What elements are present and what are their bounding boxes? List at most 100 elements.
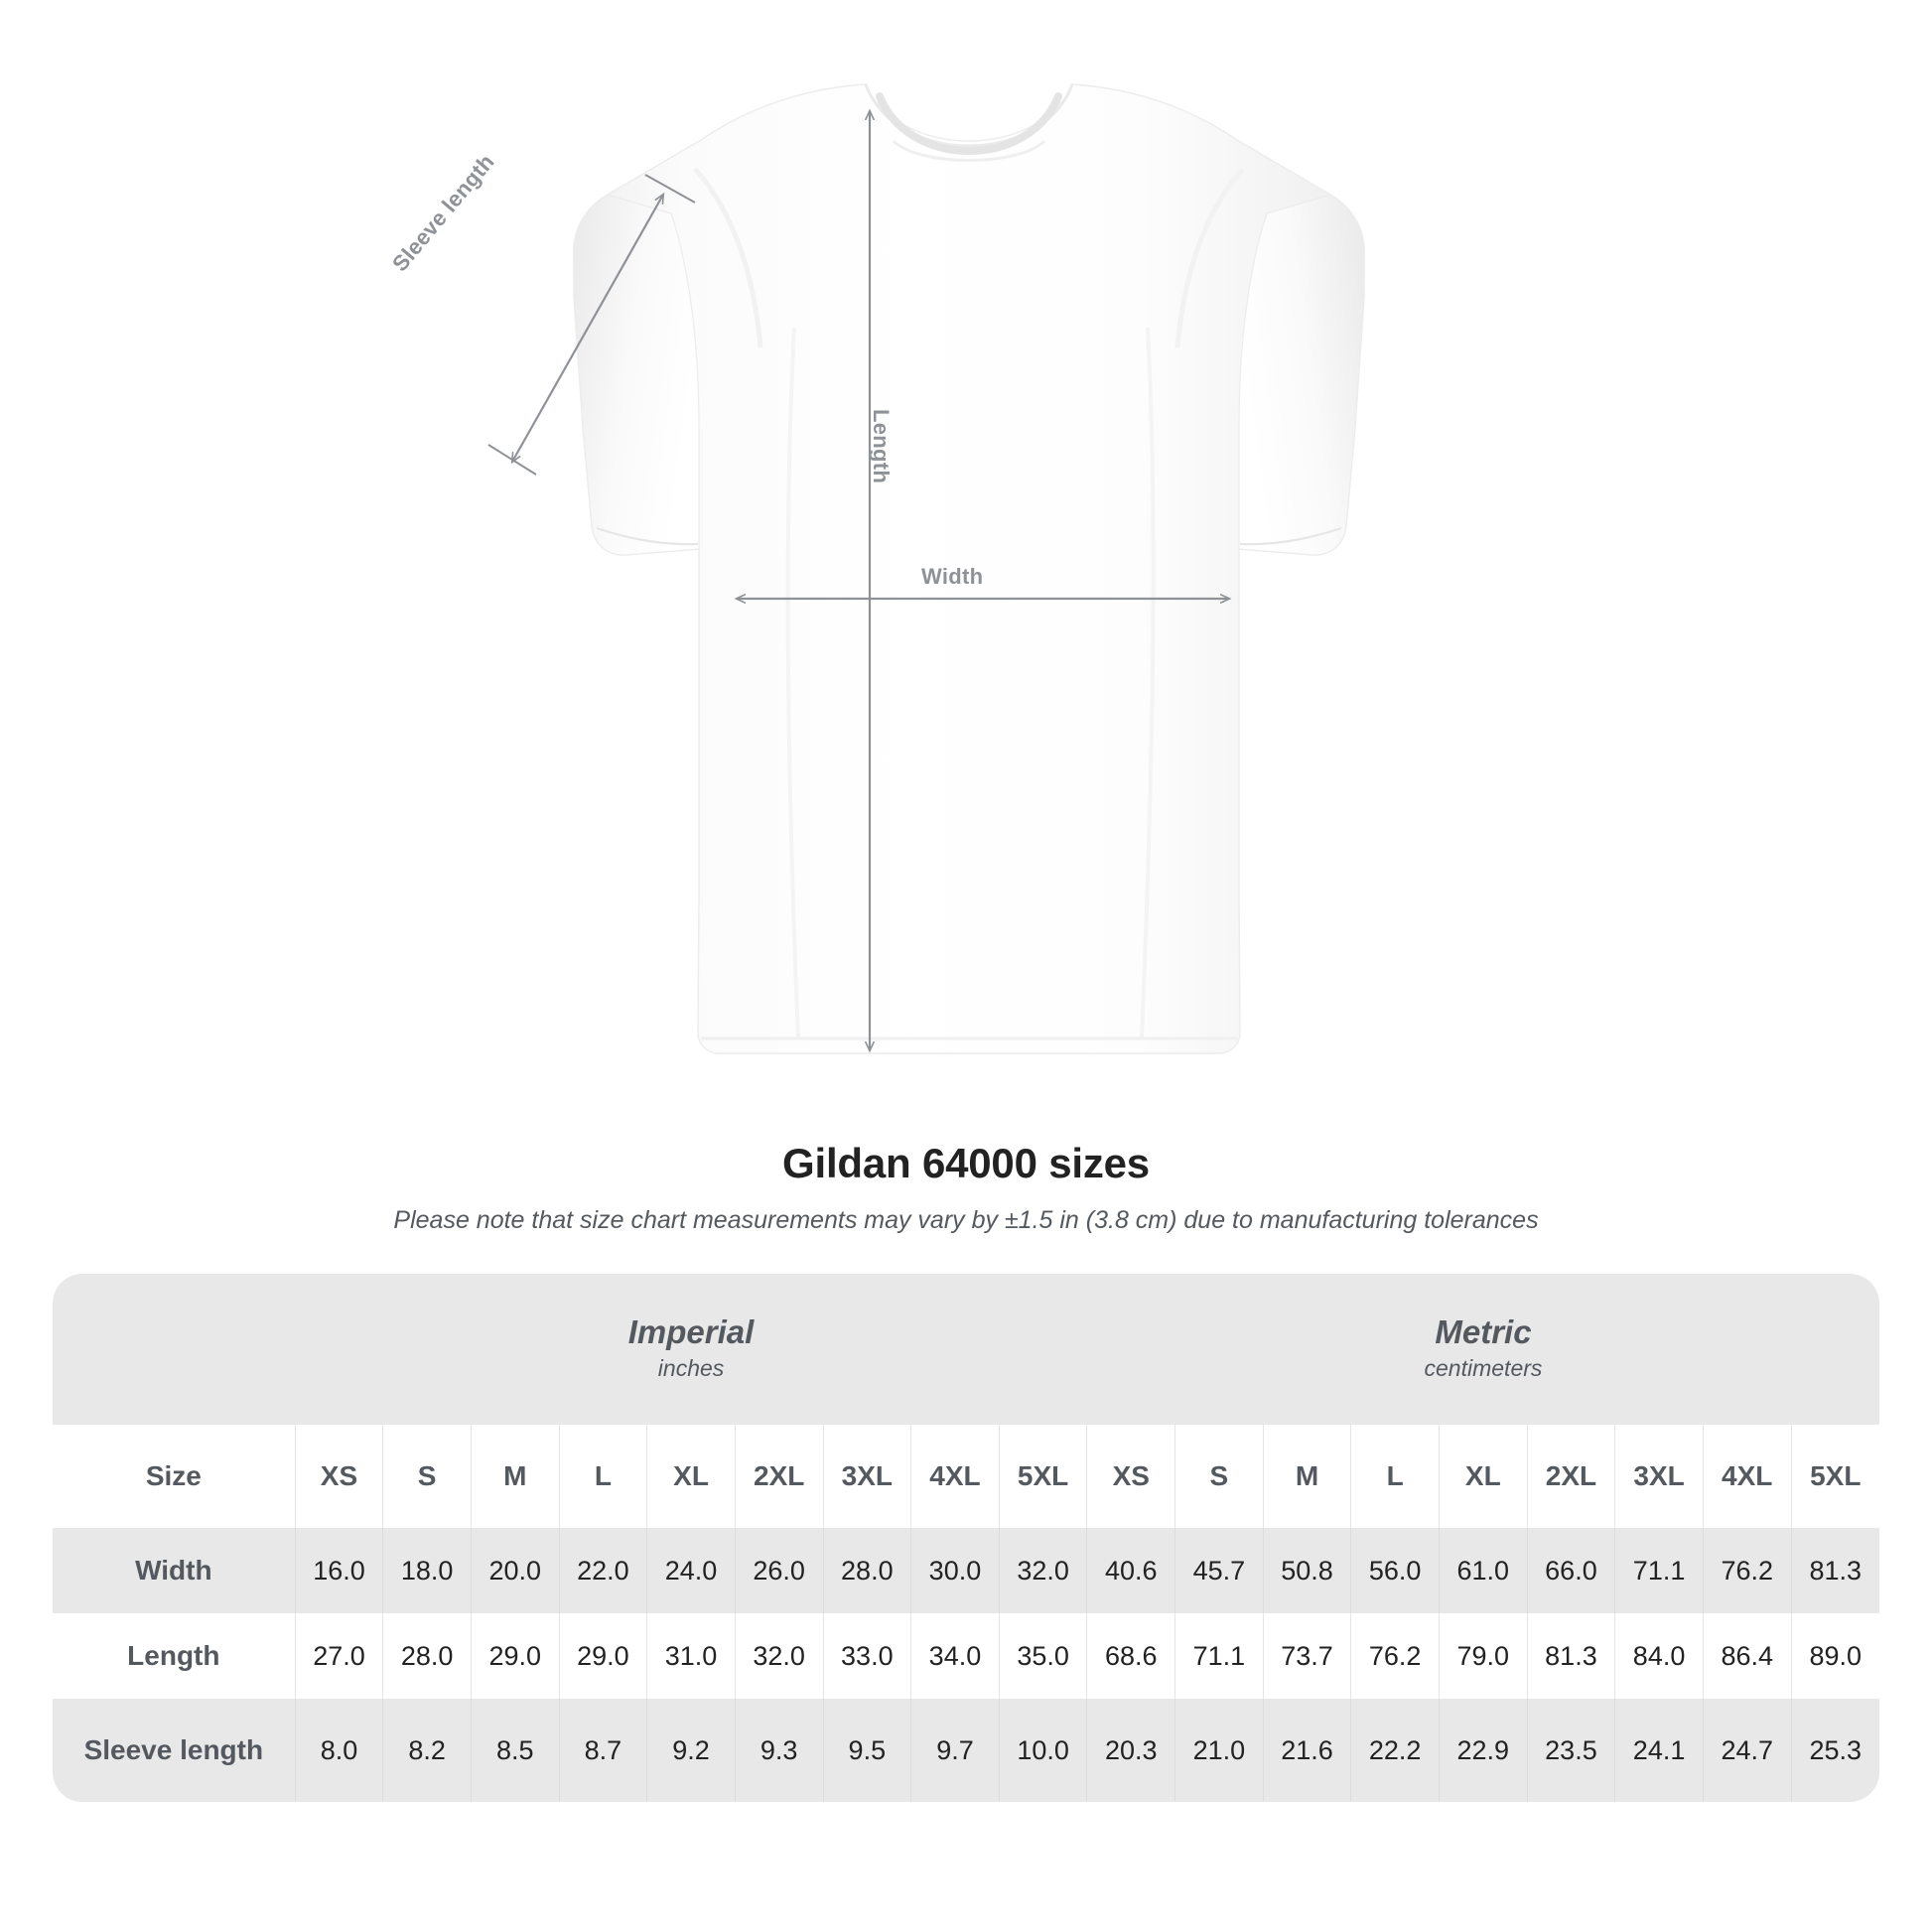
- cell-length-metric-4xl: 86.4: [1702, 1613, 1792, 1699]
- cell-width-imperial-m: 20.0: [470, 1528, 560, 1613]
- tshirt-measurement-diagram: Sleeve length Length Width: [387, 83, 1365, 1054]
- cell-sleeve-imperial-xl: 9.2: [646, 1699, 736, 1802]
- cell-width-imperial-2xl: 26.0: [734, 1528, 823, 1613]
- cell-sleeve-imperial-2xl: 9.3: [734, 1699, 823, 1802]
- cell-width-metric-4xl: 76.2: [1702, 1528, 1792, 1613]
- size-header-label: Size: [53, 1425, 296, 1528]
- metric-unit-name: Metric: [1435, 1312, 1532, 1350]
- cell-length-metric-3xl: 84.0: [1614, 1613, 1704, 1699]
- cell-width-metric-xl: 61.0: [1438, 1528, 1528, 1613]
- cell-width-metric-5xl: 81.3: [1790, 1528, 1879, 1613]
- cell-length-imperial-xl: 31.0: [646, 1613, 736, 1699]
- metric-unit-cell: Metric centimeters: [1086, 1274, 1879, 1425]
- collar-inner: [876, 92, 1062, 156]
- cell-width-imperial-4xl: 30.0: [910, 1528, 1000, 1613]
- cell-length-metric-l: 76.2: [1350, 1613, 1440, 1699]
- cell-length-imperial-4xl: 34.0: [910, 1613, 1000, 1699]
- cell-length-metric-5xl: 89.0: [1790, 1613, 1879, 1699]
- row-label-width: Width: [53, 1528, 296, 1613]
- cell-sleeve-metric-m: 21.6: [1262, 1699, 1351, 1802]
- size-header-metric-4xl: 4XL: [1702, 1425, 1792, 1528]
- cell-length-imperial-m: 29.0: [470, 1613, 560, 1699]
- tshirt-illustration: [487, 83, 1365, 1054]
- size-header-imperial-2xl: 2XL: [734, 1425, 823, 1528]
- right-sleeve-hem: [1239, 526, 1342, 546]
- left-sleeve-hem: [596, 526, 699, 546]
- cell-width-imperial-l: 22.0: [558, 1528, 647, 1613]
- shoulder-shade-right: [1174, 167, 1245, 348]
- cell-length-imperial-3xl: 33.0: [822, 1613, 911, 1699]
- cell-length-imperial-xs: 27.0: [294, 1613, 383, 1699]
- unit-spacer-cell: [53, 1274, 296, 1425]
- cell-sleeve-imperial-3xl: 9.5: [822, 1699, 911, 1802]
- size-header-metric-l: L: [1350, 1425, 1440, 1528]
- cell-length-imperial-5xl: 35.0: [998, 1613, 1087, 1699]
- size-header-metric-xl: XL: [1438, 1425, 1528, 1528]
- cell-sleeve-imperial-s: 8.2: [382, 1699, 472, 1802]
- cell-sleeve-imperial-l: 8.7: [558, 1699, 647, 1802]
- cell-width-metric-3xl: 71.1: [1614, 1528, 1704, 1613]
- size-header-imperial-xl: XL: [646, 1425, 736, 1528]
- cell-sleeve-metric-l: 22.2: [1350, 1699, 1440, 1802]
- table-row: Width 16.0 18.0 20.0 22.0 24.0 26.0 28.0…: [53, 1528, 1879, 1613]
- size-header-row: Size XS S M L XL 2XL 3XL 4XL 5XL XS S M …: [53, 1425, 1879, 1528]
- cell-length-metric-m: 73.7: [1262, 1613, 1351, 1699]
- size-header-imperial-4xl: 4XL: [910, 1425, 1000, 1528]
- cell-width-imperial-xs: 16.0: [294, 1528, 383, 1613]
- cell-sleeve-metric-xs: 20.3: [1086, 1699, 1175, 1802]
- size-header-metric-3xl: 3XL: [1614, 1425, 1704, 1528]
- cell-sleeve-metric-4xl: 24.7: [1702, 1699, 1792, 1802]
- cell-sleeve-imperial-xs: 8.0: [294, 1699, 383, 1802]
- imperial-unit-name: Imperial: [627, 1312, 755, 1350]
- shoulder-shade-left: [693, 167, 763, 348]
- cell-width-imperial-3xl: 28.0: [822, 1528, 911, 1613]
- table-row: Sleeve length 8.0 8.2 8.5 8.7 9.2 9.3 9.…: [53, 1699, 1879, 1802]
- fold-left: [785, 327, 800, 1038]
- size-table: Imperial inches Metric centimeters Size …: [53, 1274, 1879, 1802]
- cell-length-imperial-2xl: 32.0: [734, 1613, 823, 1699]
- metric-unit-sub: centimeters: [1424, 1354, 1543, 1381]
- cell-width-imperial-xl: 24.0: [646, 1528, 736, 1613]
- cell-sleeve-metric-3xl: 24.1: [1614, 1699, 1704, 1802]
- length-label: Length: [869, 409, 894, 484]
- cell-width-metric-m: 50.8: [1262, 1528, 1351, 1613]
- sleeve-tick-bottom: [487, 444, 537, 476]
- cell-width-imperial-s: 18.0: [382, 1528, 472, 1613]
- size-chart-disclaimer: Please note that size chart measurements…: [393, 1206, 1539, 1234]
- size-header-metric-s: S: [1174, 1425, 1264, 1528]
- size-header-imperial-5xl: 5XL: [998, 1425, 1087, 1528]
- cell-sleeve-metric-2xl: 23.5: [1526, 1699, 1615, 1802]
- size-header-metric-5xl: 5XL: [1790, 1425, 1879, 1528]
- sleeve-arrow: [512, 195, 663, 462]
- imperial-unit-cell: Imperial inches: [295, 1274, 1087, 1425]
- size-header-metric-2xl: 2XL: [1526, 1425, 1615, 1528]
- size-header-imperial-s: S: [382, 1425, 472, 1528]
- cell-width-metric-2xl: 66.0: [1526, 1528, 1615, 1613]
- cell-length-metric-s: 71.1: [1174, 1613, 1264, 1699]
- sleeve-tick-top: [644, 174, 696, 204]
- cell-length-metric-xs: 68.6: [1086, 1613, 1175, 1699]
- cell-width-metric-xs: 40.6: [1086, 1528, 1175, 1613]
- cell-sleeve-metric-s: 21.0: [1174, 1699, 1264, 1802]
- cell-length-imperial-l: 29.0: [558, 1613, 647, 1699]
- table-row: Length 27.0 28.0 29.0 29.0 31.0 32.0 33.…: [53, 1613, 1879, 1699]
- fold-right: [1140, 327, 1156, 1038]
- row-label-length: Length: [53, 1613, 296, 1699]
- imperial-unit-sub: inches: [657, 1354, 725, 1381]
- size-header-metric-xs: XS: [1086, 1425, 1175, 1528]
- cell-width-metric-l: 56.0: [1350, 1528, 1440, 1613]
- cell-length-metric-xl: 79.0: [1438, 1613, 1528, 1699]
- cell-sleeve-metric-xl: 22.9: [1438, 1699, 1528, 1802]
- size-header-imperial-3xl: 3XL: [822, 1425, 911, 1528]
- unit-header-row: Imperial inches Metric centimeters: [53, 1274, 1879, 1425]
- size-header-imperial-m: M: [470, 1425, 560, 1528]
- size-header-metric-m: M: [1262, 1425, 1351, 1528]
- cell-sleeve-imperial-m: 8.5: [470, 1699, 560, 1802]
- size-header-imperial-xs: XS: [294, 1425, 383, 1528]
- cell-width-imperial-5xl: 32.0: [998, 1528, 1087, 1613]
- cell-length-metric-2xl: 81.3: [1526, 1613, 1615, 1699]
- cell-sleeve-imperial-5xl: 10.0: [998, 1699, 1087, 1802]
- size-header-imperial-l: L: [558, 1425, 647, 1528]
- cell-length-imperial-s: 28.0: [382, 1613, 472, 1699]
- left-sleeve: [573, 194, 700, 556]
